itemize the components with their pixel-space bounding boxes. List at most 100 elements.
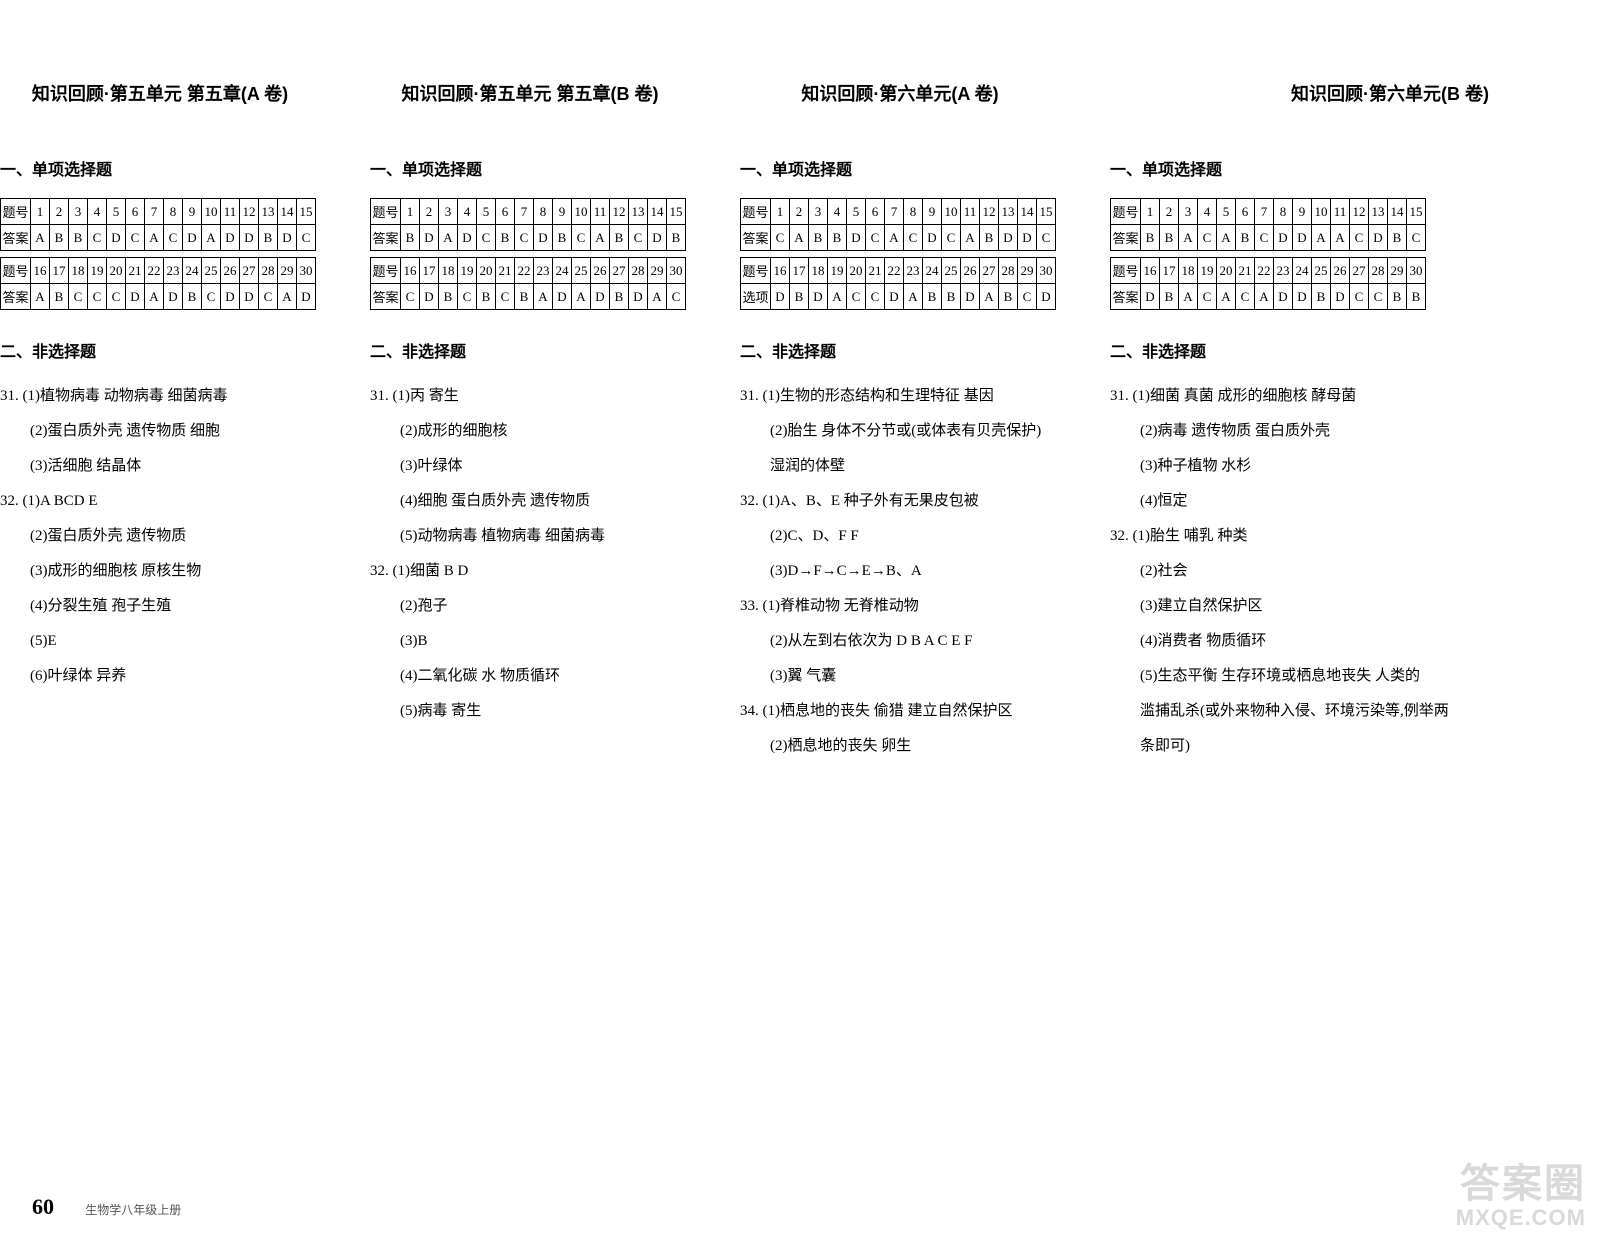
table-row: 答案 ABCCCDADBCDDCAD — [1, 284, 316, 310]
num-cell: 15 — [1037, 199, 1056, 225]
num-cell: 15 — [667, 199, 686, 225]
col3-ans-table-1: 题号 123456789101112131415 答案 CABBDCACDCAB… — [740, 198, 1056, 251]
col4-frq-head: 二、非选择题 — [1110, 338, 1600, 362]
num-cell: 6 — [1236, 199, 1255, 225]
num-cell: 8 — [904, 199, 923, 225]
ans-cell: B — [553, 225, 572, 251]
num-cell: 7 — [1255, 199, 1274, 225]
ans-cell: A — [1331, 225, 1350, 251]
num-cell: 9 — [1293, 199, 1312, 225]
table-row: 题号 123456789101112131415 — [371, 199, 686, 225]
col4-frq: 二、非选择题 31. (1)细菌 真菌 成形的细胞核 酵母菌 (2)病毒 遗传物… — [1110, 338, 1600, 763]
col1-ans-table-1: 题号 123456789101112131415 答案 ABBCDCACDADD… — [0, 198, 316, 251]
ans-cell: C — [771, 225, 790, 251]
num-cell: 5 — [477, 199, 496, 225]
num-cell: 18 — [439, 258, 458, 284]
ans-cell: C — [1198, 225, 1217, 251]
num-cell: 13 — [259, 199, 278, 225]
num-cell: 27 — [240, 258, 259, 284]
ans-cell: A — [572, 284, 591, 310]
q-label: 题号 — [741, 258, 771, 284]
num-cell: 4 — [828, 199, 847, 225]
ans-cell: D — [1141, 284, 1160, 310]
footer-label: 生物学八年级上册 — [85, 1203, 181, 1217]
watermark-line2: MXQE.COM — [1456, 1206, 1586, 1230]
ans-cell: A — [591, 225, 610, 251]
num-cell: 20 — [1217, 258, 1236, 284]
frq-line: (2)蛋白质外壳 遗传物质 细胞 — [0, 415, 320, 448]
frq-line: (3)B — [370, 625, 690, 658]
a-label: 答案 — [371, 225, 401, 251]
num-cell: 8 — [164, 199, 183, 225]
num-cell: 11 — [961, 199, 980, 225]
frq-line: (4)二氧化碳 水 物质循环 — [370, 660, 690, 693]
ans-cell: D — [809, 284, 828, 310]
num-cell: 25 — [202, 258, 221, 284]
frq-line: (5)动物病毒 植物病毒 细菌病毒 — [370, 520, 690, 553]
num-cell: 4 — [1198, 199, 1217, 225]
table-row: 选项 DBDACCDABBDABCD — [741, 284, 1056, 310]
num-cell: 19 — [88, 258, 107, 284]
ans-cell: D — [629, 284, 648, 310]
ans-cell: C — [259, 284, 278, 310]
ans-cell: B — [259, 225, 278, 251]
q-label: 题号 — [371, 199, 401, 225]
num-cell: 4 — [458, 199, 477, 225]
num-cell: 5 — [1217, 199, 1236, 225]
frq-line: (3)活细胞 结晶体 — [0, 450, 320, 483]
ans-cell: B — [610, 284, 629, 310]
num-cell: 30 — [297, 258, 316, 284]
ans-cell: C — [69, 284, 88, 310]
num-cell: 28 — [629, 258, 648, 284]
num-cell: 16 — [771, 258, 790, 284]
num-cell: 26 — [221, 258, 240, 284]
table-row: 答案 BDADCBCDBCABCDB — [371, 225, 686, 251]
ans-cell: D — [278, 225, 297, 251]
frq-line: (2)C、D、F F — [740, 520, 1060, 553]
ans-cell: B — [1312, 284, 1331, 310]
col2-mc-head: 一、单项选择题 — [370, 156, 690, 180]
num-cell: 7 — [515, 199, 534, 225]
table-row: 答案 ABBCDCACDADDBDC — [1, 225, 316, 251]
num-cell: 9 — [923, 199, 942, 225]
ans-cell: C — [629, 225, 648, 251]
ans-cell: C — [667, 284, 686, 310]
ans-cell: B — [667, 225, 686, 251]
ans-cell: B — [401, 225, 420, 251]
ans-cell: A — [885, 225, 904, 251]
num-cell: 2 — [50, 199, 69, 225]
num-cell: 20 — [477, 258, 496, 284]
col3-frq: 二、非选择题 31. (1)生物的形态结构和生理特征 基因 (2)胎生 身体不分… — [740, 338, 1060, 763]
ans-cell: C — [107, 284, 126, 310]
table-row: 题号 161718192021222324252627282930 — [741, 258, 1056, 284]
frq-line: (2)病毒 遗传物质 蛋白质外壳 — [1110, 415, 1600, 448]
num-cell: 11 — [221, 199, 240, 225]
num-cell: 27 — [610, 258, 629, 284]
num-cell: 11 — [1331, 199, 1350, 225]
ans-cell: C — [401, 284, 420, 310]
num-cell: 14 — [648, 199, 667, 225]
num-cell: 5 — [107, 199, 126, 225]
ans-cell: B — [515, 284, 534, 310]
num-cell: 16 — [31, 258, 50, 284]
ans-cell: D — [648, 225, 667, 251]
table-row: 题号 161718192021222324252627282930 — [1111, 258, 1426, 284]
frq-line: (2)成形的细胞核 — [370, 415, 690, 448]
num-cell: 26 — [591, 258, 610, 284]
ans-cell: B — [1388, 225, 1407, 251]
num-cell: 11 — [591, 199, 610, 225]
ans-cell: C — [1350, 284, 1369, 310]
frq-line: (3)建立自然保护区 — [1110, 590, 1600, 623]
num-cell: 6 — [866, 199, 885, 225]
ans-cell: D — [1037, 284, 1056, 310]
ans-cell: D — [1369, 225, 1388, 251]
ans-cell: A — [1217, 284, 1236, 310]
num-cell: 29 — [1388, 258, 1407, 284]
ans-cell: D — [1018, 225, 1037, 251]
num-cell: 4 — [88, 199, 107, 225]
frq-line: 条即可) — [1110, 730, 1600, 763]
ans-cell: C — [458, 284, 477, 310]
ans-cell: C — [866, 225, 885, 251]
num-cell: 24 — [553, 258, 572, 284]
table-row: 答案 BBACABCDDAACDBC — [1111, 225, 1426, 251]
